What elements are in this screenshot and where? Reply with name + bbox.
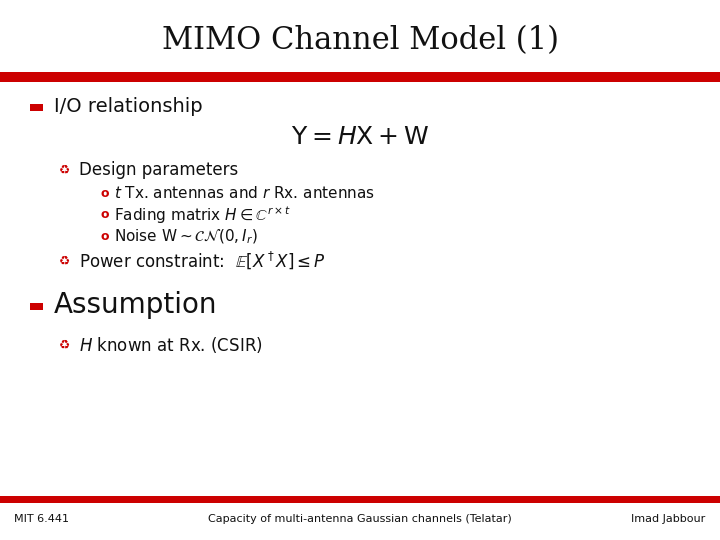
Text: Capacity of multi-antenna Gaussian channels (Telatar): Capacity of multi-antenna Gaussian chann… [208, 515, 512, 524]
Bar [30, 302, 43, 310]
Text: MIT 6.441: MIT 6.441 [14, 515, 69, 524]
Text: $t$ Tx. antennas and $r$ Rx. antennas: $t$ Tx. antennas and $r$ Rx. antennas [114, 185, 374, 201]
Text: $H$ known at Rx. (CSIR): $H$ known at Rx. (CSIR) [79, 334, 263, 355]
Text: o: o [101, 230, 109, 243]
Text: ♻: ♻ [59, 254, 71, 267]
Text: I/O relationship: I/O relationship [54, 97, 202, 116]
Text: Power constraint:  $\mathbb{E}[X^\dagger X] \leq P$: Power constraint: $\mathbb{E}[X^\dagger … [79, 249, 326, 271]
Text: ♻: ♻ [59, 338, 71, 351]
Text: Noise $\mathrm{W} \sim \mathcal{CN}(0, I_r)$: Noise $\mathrm{W} \sim \mathcal{CN}(0, I… [114, 227, 257, 246]
Text: ♻: ♻ [59, 164, 71, 177]
Bar [30, 104, 43, 111]
Text: Imad Jabbour: Imad Jabbour [631, 515, 706, 524]
Text: Assumption: Assumption [54, 291, 217, 319]
Text: $\mathrm{Y} = H\mathrm{X} + \mathrm{W}$: $\mathrm{Y} = H\mathrm{X} + \mathrm{W}$ [291, 126, 429, 149]
Text: o: o [101, 208, 109, 221]
Bar [0, 72, 720, 82]
Bar [0, 496, 720, 503]
Text: o: o [101, 187, 109, 200]
Text: MIMO Channel Model (1): MIMO Channel Model (1) [161, 25, 559, 56]
Text: Fading matrix $H \in \mathbb{C}^{r \times t}$: Fading matrix $H \in \mathbb{C}^{r \time… [114, 204, 291, 226]
Text: Design parameters: Design parameters [79, 161, 238, 179]
